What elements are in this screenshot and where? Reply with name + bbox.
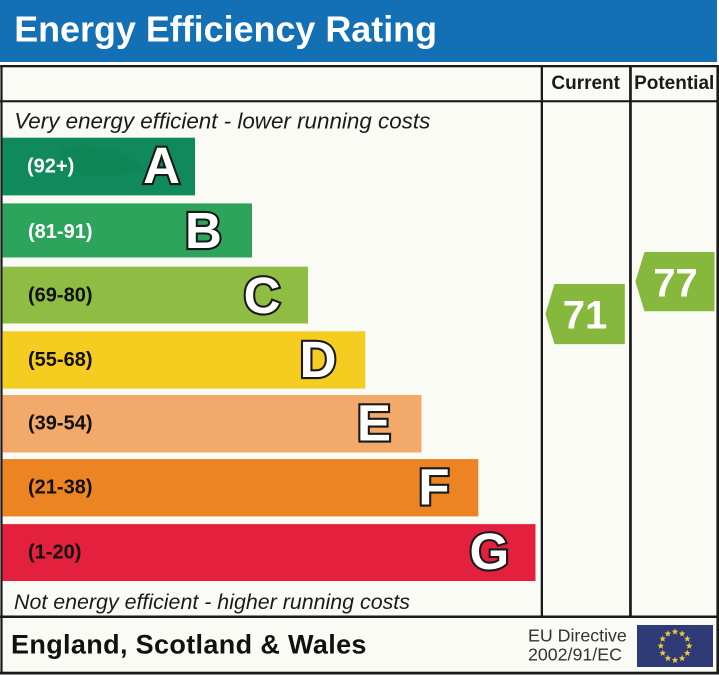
svg-text:D: D bbox=[300, 331, 337, 388]
svg-text:F: F bbox=[418, 459, 449, 516]
svg-text:Not energy efficient - higher: Not energy efficient - higher running co… bbox=[14, 590, 410, 614]
svg-text:E: E bbox=[357, 395, 391, 452]
svg-text:G: G bbox=[469, 523, 509, 580]
svg-text:Energy Efficiency Rating: Energy Efficiency Rating bbox=[14, 10, 437, 50]
svg-text:B: B bbox=[185, 202, 222, 259]
svg-text:Potential: Potential bbox=[634, 73, 714, 94]
svg-text:(1-20): (1-20) bbox=[28, 542, 81, 564]
svg-text:C: C bbox=[244, 267, 281, 324]
svg-text:(39-54): (39-54) bbox=[28, 413, 92, 435]
svg-text:England, Scotland & Wales: England, Scotland & Wales bbox=[11, 629, 367, 659]
svg-text:(92+): (92+) bbox=[27, 155, 74, 177]
svg-text:Very energy efficient - lower: Very energy efficient - lower running co… bbox=[14, 109, 430, 134]
svg-text:A: A bbox=[143, 137, 180, 194]
svg-text:Current: Current bbox=[551, 73, 620, 94]
svg-text:(69-80): (69-80) bbox=[28, 284, 92, 306]
svg-text:EU Directive: EU Directive bbox=[528, 625, 627, 645]
svg-text:(21-38): (21-38) bbox=[28, 477, 92, 499]
svg-text:71: 71 bbox=[563, 294, 608, 338]
svg-text:2002/91/EC: 2002/91/EC bbox=[528, 645, 622, 665]
svg-text:77: 77 bbox=[653, 261, 698, 305]
svg-text:(55-68): (55-68) bbox=[28, 349, 92, 371]
svg-text:(81-91): (81-91) bbox=[28, 221, 92, 243]
